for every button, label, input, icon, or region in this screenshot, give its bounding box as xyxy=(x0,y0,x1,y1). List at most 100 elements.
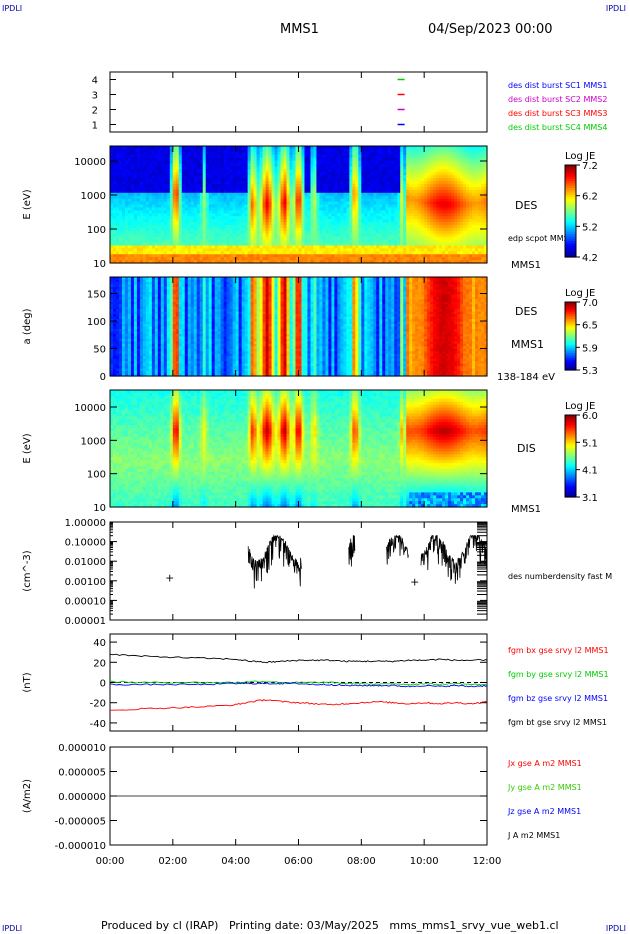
des-energy-cell xyxy=(121,166,126,170)
des-energy-cell xyxy=(163,233,168,238)
des-energy-cell xyxy=(205,201,210,206)
des-energy-cell xyxy=(124,148,129,153)
des-energy-cell xyxy=(232,192,237,197)
des-energy-cell xyxy=(121,160,126,165)
des-energy-cell xyxy=(136,242,141,247)
des-energy-cell xyxy=(220,216,225,220)
des-energy-cell xyxy=(220,192,225,197)
des-energy-cell xyxy=(223,157,228,162)
des-energy-cell xyxy=(220,210,225,214)
des-energy-cell xyxy=(110,195,114,200)
des-energy-cell xyxy=(223,195,228,200)
des-energy-cell xyxy=(142,154,147,159)
des-energy-cell xyxy=(181,236,186,241)
des-energy-cell xyxy=(154,224,159,229)
des-energy-cell xyxy=(226,210,231,214)
des-energy-cell xyxy=(142,151,147,156)
des-energy-cell xyxy=(127,210,132,214)
des-energy-cell xyxy=(181,260,186,264)
des-energy-cell xyxy=(229,189,234,194)
des-energy-cell xyxy=(223,154,228,159)
des-energy-cell xyxy=(169,224,174,229)
des-energy-cell xyxy=(115,227,120,232)
des-energy-cell xyxy=(184,260,189,264)
des-energy-cell xyxy=(199,154,204,159)
des-energy-cell xyxy=(184,242,189,247)
des-energy-cell xyxy=(121,189,126,194)
burst-legend-entry: des dist burst SC4 MMS4 xyxy=(508,123,607,132)
des-energy-cell xyxy=(193,163,198,168)
des-energy-cell xyxy=(115,172,120,176)
des-energy-cell xyxy=(169,257,174,261)
des-energy-cell xyxy=(226,207,231,211)
des-energy-cell xyxy=(133,175,138,179)
des-energy-cell xyxy=(217,248,222,252)
des-energy-cell xyxy=(142,227,147,232)
des-energy-cell xyxy=(196,230,201,235)
des-energy-cell xyxy=(199,151,204,156)
des-energy-cell xyxy=(211,146,216,150)
des-energy-cell xyxy=(217,186,222,191)
des-energy-cell xyxy=(229,245,234,249)
des-energy-cell xyxy=(184,251,189,255)
des-energy-cell xyxy=(166,242,171,247)
des-energy-cell xyxy=(205,172,210,176)
des-energy-cell xyxy=(193,230,198,235)
des-energy-cell xyxy=(148,254,153,258)
des-energy-cell xyxy=(202,227,207,232)
des-energy-cell xyxy=(136,260,141,264)
des-energy-cell xyxy=(172,181,177,185)
des-energy-cell xyxy=(110,242,114,247)
des-energy-cell xyxy=(235,169,240,173)
des-energy-cell xyxy=(160,242,165,247)
des-energy-cell xyxy=(172,157,177,162)
des-energy-cell xyxy=(172,192,177,197)
des-energy-cell xyxy=(151,146,156,150)
des-energy-cell xyxy=(169,198,174,203)
des-energy-cell xyxy=(229,181,234,185)
des-energy-cell xyxy=(130,251,135,255)
des-energy-cell xyxy=(145,146,150,150)
des-energy-cell xyxy=(136,157,141,162)
des-energy-cell xyxy=(115,201,120,206)
des-energy-cell xyxy=(181,192,186,197)
des-energy-cell xyxy=(130,201,135,206)
des-energy-cell xyxy=(151,166,156,170)
des-energy-cell xyxy=(229,154,234,159)
des-energy-cell xyxy=(214,227,219,232)
des-energy-cell xyxy=(226,184,231,188)
des-energy-cell xyxy=(199,207,204,211)
des-energy-cell xyxy=(139,248,144,252)
des-energy-cell xyxy=(121,178,126,182)
des-energy-cell xyxy=(187,224,192,229)
des-energy-cell xyxy=(223,257,228,261)
des-energy-cell xyxy=(220,181,225,185)
des-energy-cell xyxy=(181,178,186,182)
des-energy-cell xyxy=(205,186,210,191)
des-energy-cell xyxy=(124,245,129,249)
des-energy-cell xyxy=(196,189,201,194)
des-energy-cell xyxy=(187,160,192,165)
des-energy-cell xyxy=(151,163,156,168)
des-energy-cell xyxy=(154,242,159,247)
des-energy-cell xyxy=(160,169,165,173)
des-energy-cell xyxy=(112,163,117,168)
des-energy-cell xyxy=(208,169,213,173)
des-energy-cell xyxy=(169,239,174,244)
des-energy-cell xyxy=(157,248,162,252)
des-energy-cell xyxy=(199,201,204,206)
des-energy-cell xyxy=(136,169,141,173)
des-energy-cell xyxy=(211,189,216,194)
des-energy-cell xyxy=(217,219,222,223)
des-energy-cell xyxy=(148,251,153,255)
des-energy-cell xyxy=(223,169,228,173)
des-energy-cell xyxy=(163,178,168,182)
des-energy-cell xyxy=(160,172,165,176)
des-energy-cell xyxy=(160,148,165,153)
des-energy-cell xyxy=(214,169,219,173)
des-energy-cell xyxy=(118,163,123,168)
des-energy-cell xyxy=(136,224,141,229)
des-energy-cell xyxy=(217,204,222,209)
des-energy-cell xyxy=(145,251,150,255)
